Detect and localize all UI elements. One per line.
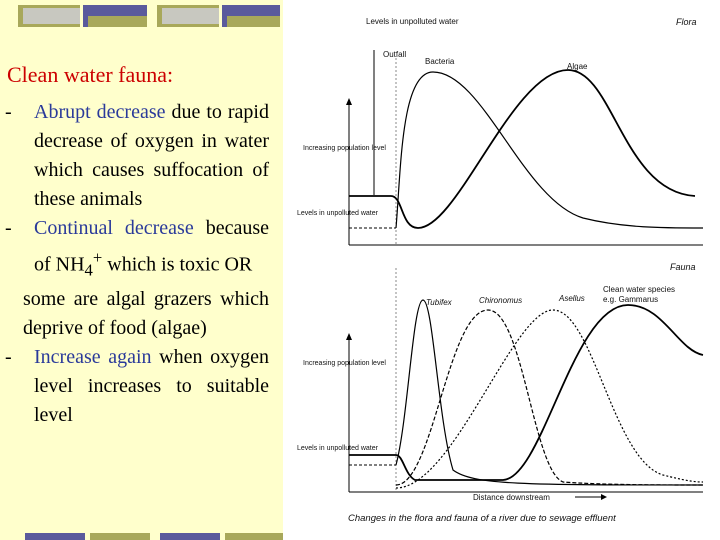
river-pollution-diagram: Flora Levels in unpolluted water Outfall… [297,17,704,524]
algae-label: Algae [567,62,588,71]
flora-panel: Flora Levels in unpolluted water Outfall… [297,17,704,246]
highlight-text: Abrupt decrease [34,101,166,123]
x-axis-label: Distance downstream [473,493,550,502]
bullet-item-increase-again: - Increase again when oxygen level incre… [5,343,269,430]
bullet-text: because of NH [34,217,270,276]
clean-water-species-curve [349,304,704,481]
x-axis-arrow [601,494,607,500]
flora-baseline-label: Levels in unpolluted water [297,210,379,217]
bullet-dash: - [5,217,12,239]
clean-levels-label: Levels in unpolluted water [366,17,459,26]
tubifex-label: Tubifex [426,298,453,307]
asellus-label: Asellus [558,294,585,303]
flora-y-arrow [346,98,352,105]
superscript: + [92,248,103,267]
highlight-text: Increase again [34,345,152,368]
header-decoration-bar [0,5,283,27]
chironomus-curve [395,309,704,486]
fauna-y-axis-label: Increasing population level [303,360,386,367]
bullet-dash: - [5,101,12,123]
figure-caption: Changes in the flora and fauna of a rive… [348,513,616,524]
fauna-panel: Fauna Tubifex Chironomus Asellus Clean w… [297,262,704,502]
bullet-item-continual-decrease: - Continual decrease because of NH4+ whi… [5,214,269,285]
footer-decoration-bar [0,533,283,540]
bullet-text: when oxygen level increases to suitable … [34,345,269,426]
flora-title: Flora [676,17,697,27]
tubifex-curve [395,299,704,486]
fauna-y-arrow [346,333,352,340]
clean-species-label: Clean water species e.g. Gammarus [603,285,677,304]
slide-title: Clean water fauna: [7,62,174,87]
bullet-text: which is toxic OR [102,253,253,276]
bullet-text: due to rapid decrease of oxygen in water… [34,101,269,210]
left-text-panel [0,0,283,540]
bullet-list: - Abrupt decrease due to rapid decrease … [5,98,269,430]
bullet-dash: - [5,345,12,368]
outfall-label: Outfall [383,50,406,59]
fauna-baseline-label: Levels in unpolluted water [297,445,379,452]
bullet-item-abrupt-decrease: - Abrupt decrease due to rapid decrease … [5,98,269,214]
bullet-continuation: some are algal grazers which deprive of … [23,287,269,339]
bacteria-curve [395,71,704,229]
algae-curve [349,69,696,229]
highlight-text: Continual decrease [34,217,194,239]
subscript: 4 [84,260,93,280]
asellus-curve [395,309,704,489]
bacteria-label: Bacteria [425,57,455,66]
chironomus-label: Chironomus [479,296,522,305]
flora-y-axis-label: Increasing population level [303,145,386,152]
fauna-title: Fauna [670,262,696,272]
